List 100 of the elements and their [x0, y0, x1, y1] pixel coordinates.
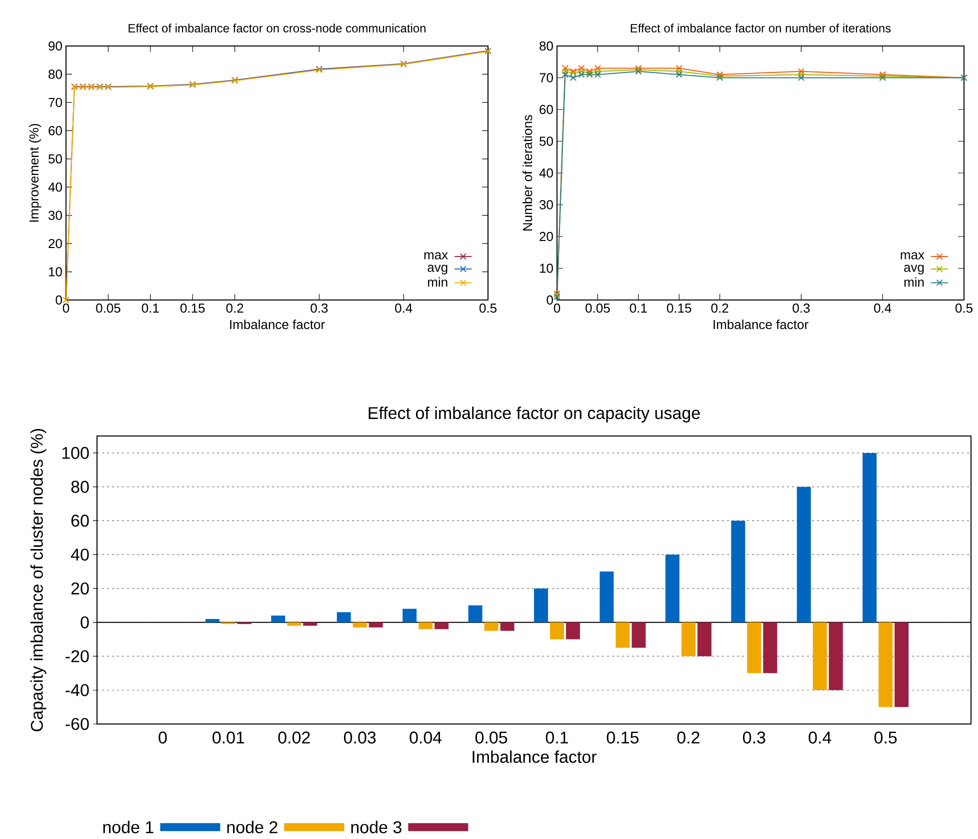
x-tick-label: 0.05 [96, 304, 120, 313]
chart-title: Effect of imbalance factor on cross-node communication [128, 24, 426, 32]
y-tick-label: 70 [540, 73, 553, 82]
chart-title: Effect of imbalance factor on number of iterations [630, 24, 891, 32]
bar [368, 622, 383, 628]
legend-label: max [424, 252, 448, 260]
bar [763, 622, 778, 674]
bar [697, 622, 712, 656]
x-tick-label: 0.2 [711, 304, 728, 313]
x-tick-label: 0.1 [630, 304, 647, 313]
bar [862, 452, 877, 622]
y-tick-label: 0 [80, 616, 89, 628]
bar [434, 622, 449, 630]
bar [731, 520, 746, 622]
x-tick-label: 0.4 [808, 732, 832, 744]
x-tick-label: 0.01 [212, 732, 244, 744]
point [562, 64, 568, 72]
bar [681, 622, 696, 656]
x-tick-label: 0.3 [792, 304, 810, 313]
bar [616, 622, 630, 648]
bar [796, 486, 811, 622]
point [570, 74, 577, 82]
x-tick-label: 0.03 [344, 732, 376, 744]
x-tick-label: 0.5 [955, 304, 972, 313]
x-tick-label: 0.3 [310, 304, 328, 313]
bar [878, 622, 893, 708]
x-tick-label: 0.4 [874, 304, 892, 313]
legend-label: node 2 [227, 820, 278, 834]
y-axis-title: Number of iterations [522, 114, 532, 230]
bar [812, 622, 827, 690]
x-tick-label: 0 [554, 304, 560, 313]
x-tick-label: 0.4 [395, 304, 412, 313]
y-tick-label: -40 [66, 684, 89, 696]
chart-title: Effect of imbalance factor on capacity usage [368, 406, 700, 422]
x-tick-label: 0.05 [475, 732, 508, 744]
y-tick-label: 90 [48, 41, 62, 51]
bar [271, 616, 286, 622]
y-tick-label: 50 [48, 154, 62, 164]
y-tick-label: 20 [540, 232, 553, 242]
point [594, 64, 602, 72]
y-tick-label: 0 [546, 295, 553, 305]
x-axis-title: Imbalance factor [472, 750, 597, 763]
x-tick-label: 0.3 [742, 732, 766, 744]
y-tick-label: 60 [540, 104, 553, 114]
point [798, 71, 805, 78]
y-tick-label: 30 [48, 210, 62, 220]
bar [336, 612, 351, 622]
y-tick-label: 40 [48, 182, 62, 192]
y-tick-label: 50 [540, 136, 553, 146]
x-tick-label: 0.04 [410, 732, 442, 744]
x-tick-label: 0.15 [180, 304, 205, 313]
y-tick-label: 40 [539, 168, 553, 178]
bar [418, 622, 433, 630]
x-axis-title: Imbalance factor [230, 320, 325, 330]
y-tick-label: 60 [48, 126, 62, 136]
bar [828, 622, 843, 690]
y-tick-label: -60 [66, 718, 89, 730]
legend-label: node 3 [351, 820, 402, 834]
bar [632, 622, 646, 648]
bar [550, 622, 564, 640]
bar [468, 605, 482, 622]
x-tick-label: 0.15 [606, 732, 639, 744]
point [676, 71, 682, 78]
y-tick-label: 40 [70, 548, 89, 561]
bar [665, 554, 680, 622]
y-tick-label: -20 [66, 650, 89, 662]
point [676, 68, 682, 75]
y-tick-label: 30 [540, 200, 553, 210]
point [798, 68, 805, 75]
x-tick-label: 0.5 [874, 732, 897, 744]
y-tick-label: 20 [71, 582, 89, 594]
legend-label: min [904, 277, 924, 287]
y-tick-label: 100 [62, 446, 89, 459]
x-axis-title: Imbalance factor [714, 320, 808, 330]
y-tick-label: 70 [48, 98, 62, 108]
x-tick-label: 0.15 [666, 304, 692, 313]
y-tick-label: 80 [540, 41, 553, 51]
bar [566, 622, 580, 640]
legend-label: node 1 [103, 820, 154, 834]
y-tick-label: 60 [71, 514, 89, 527]
bar [500, 622, 514, 631]
x-tick-label: 0.5 [479, 304, 496, 313]
y-tick-label: 10 [48, 267, 62, 276]
legend-label: avg [428, 264, 448, 274]
x-tick-label: 0.05 [586, 304, 610, 313]
bar [534, 588, 548, 622]
x-tick-label: 0 [158, 732, 167, 744]
bar [205, 618, 220, 622]
y-tick-label: 0 [56, 295, 62, 305]
x-tick-label: 0.1 [546, 732, 568, 744]
bar [894, 622, 909, 708]
point [676, 64, 682, 72]
point [578, 64, 585, 72]
bar [600, 572, 614, 622]
bar [747, 622, 762, 674]
x-tick-label: 0.2 [677, 732, 700, 744]
x-tick-label: 0.02 [278, 732, 310, 744]
y-tick-label: 80 [71, 480, 89, 493]
bar [484, 622, 498, 631]
legend-label: avg [904, 264, 924, 274]
